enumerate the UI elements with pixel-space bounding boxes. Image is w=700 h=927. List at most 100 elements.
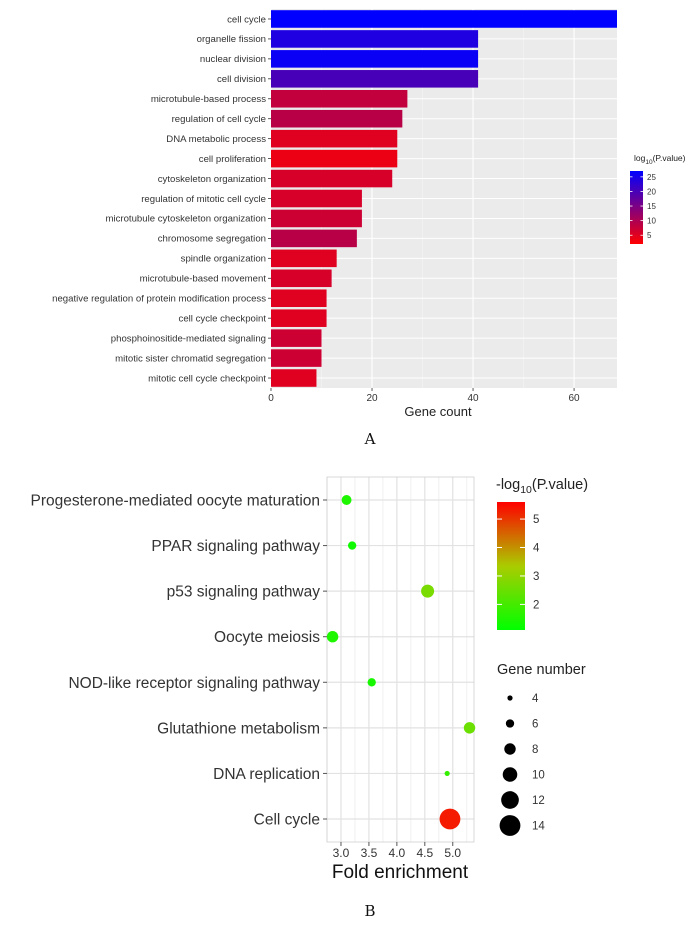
y-tick-label: microtubule cytoskeleton organization bbox=[105, 214, 266, 225]
x-tick-label: 60 bbox=[569, 393, 581, 404]
legend-title: log10(P.value) bbox=[634, 153, 686, 166]
y-tick-label: Glutathione metabolism bbox=[157, 720, 320, 737]
y-tick-label: DNA replication bbox=[213, 766, 320, 783]
bar bbox=[271, 269, 332, 288]
y-tick-label: spindle organization bbox=[181, 254, 266, 265]
bar bbox=[271, 369, 317, 387]
x-tick-label: 20 bbox=[366, 393, 378, 404]
size-legend-point bbox=[505, 719, 515, 728]
bar bbox=[271, 89, 408, 108]
x-tick-label: 4.0 bbox=[389, 846, 406, 860]
x-axis-title: Fold enrichment bbox=[332, 862, 469, 883]
size-legend-label: 8 bbox=[532, 744, 538, 756]
legend-title-prefix: -log bbox=[496, 477, 520, 493]
legend-title-sub: 10 bbox=[520, 484, 532, 496]
legend-title-sub: 10 bbox=[645, 159, 653, 166]
legend-tick-label: 5 bbox=[533, 514, 539, 526]
x-tick-label: 4.5 bbox=[416, 846, 433, 860]
bar bbox=[271, 349, 322, 367]
y-tick-label: Cell cycle bbox=[254, 812, 320, 829]
x-tick-label: 40 bbox=[467, 393, 479, 404]
y-tick-label: PPAR signaling pathway bbox=[151, 538, 320, 555]
point bbox=[367, 678, 376, 687]
bar bbox=[271, 70, 479, 88]
y-tick-label: cell division bbox=[217, 74, 266, 85]
bar bbox=[271, 249, 337, 268]
size-legend-point bbox=[507, 695, 513, 701]
size-legend-label: 4 bbox=[532, 693, 539, 705]
y-tick-label: nuclear division bbox=[200, 54, 266, 65]
y-tick-label: cytoskeleton organization bbox=[158, 174, 266, 185]
y-tick-label: negative regulation of protein modificat… bbox=[52, 294, 266, 305]
size-legend-b: Gene number 4 6 8 10 12 14 bbox=[497, 662, 586, 836]
panel-label-b: B bbox=[364, 902, 375, 920]
point bbox=[341, 495, 352, 505]
y-tick-label: chromosome segregation bbox=[158, 234, 266, 245]
size-legend-label: 6 bbox=[532, 719, 538, 731]
legend-colorbar bbox=[630, 171, 643, 244]
legend-title-prefix: log bbox=[634, 153, 646, 163]
legend-title-suffix: (P.value) bbox=[532, 477, 588, 493]
y-tick-label: cell cycle bbox=[227, 14, 266, 25]
y-tick-label: regulation of cell cycle bbox=[172, 114, 266, 125]
y-tick-label: Oocyte meiosis bbox=[214, 629, 320, 646]
y-tick-label: organelle fission bbox=[197, 34, 266, 45]
size-legend-label: 14 bbox=[532, 821, 545, 833]
legend-tick-label: 3 bbox=[533, 571, 539, 583]
point bbox=[347, 541, 357, 550]
size-legend-point bbox=[501, 791, 519, 809]
y-tick-label: cell proliferation bbox=[199, 154, 266, 165]
point bbox=[463, 722, 476, 734]
bar bbox=[271, 189, 362, 208]
point bbox=[439, 808, 461, 830]
size-legend-label: 10 bbox=[532, 770, 545, 782]
y-tick-label: mitotic sister chromatid segregation bbox=[115, 353, 266, 364]
y-tick-label: DNA metabolic process bbox=[166, 134, 266, 145]
bar bbox=[271, 309, 327, 327]
size-legend-title: Gene number bbox=[497, 662, 586, 678]
legend-tick-label: 15 bbox=[647, 202, 656, 211]
legend-tick-label: 10 bbox=[647, 217, 656, 226]
legend-tick-label: 4 bbox=[533, 543, 540, 555]
y-tick-label: regulation of mitotic cell cycle bbox=[141, 194, 266, 205]
legend-title: -log10(P.value) bbox=[496, 477, 588, 496]
legend-title-suffix: (P.value) bbox=[653, 153, 686, 163]
legend-colorbar bbox=[497, 502, 525, 630]
bar bbox=[271, 229, 357, 248]
bar bbox=[271, 50, 479, 68]
point bbox=[421, 584, 435, 598]
size-legend-point bbox=[502, 767, 518, 782]
bar bbox=[271, 109, 403, 128]
color-legend-b: -log10(P.value) 5 4 3 2 bbox=[496, 477, 588, 630]
bar bbox=[271, 169, 393, 188]
y-tick-label: p53 signaling pathway bbox=[167, 584, 321, 601]
size-legend-label: 12 bbox=[532, 795, 545, 807]
bar bbox=[271, 129, 398, 148]
bar bbox=[271, 209, 362, 228]
panel-label-a: A bbox=[364, 430, 376, 448]
x-tick-label: 0 bbox=[268, 393, 274, 404]
plot-border-b bbox=[326, 476, 475, 843]
size-legend-point bbox=[504, 743, 516, 755]
point bbox=[444, 770, 450, 777]
y-tick-label: microtubule-based movement bbox=[140, 274, 267, 285]
bar bbox=[271, 289, 327, 308]
dot-plot-b: Progesterone-mediated oocyte maturation P… bbox=[31, 476, 476, 883]
legend-tick-label: 20 bbox=[647, 187, 656, 196]
size-legend-point bbox=[499, 815, 521, 836]
legend-tick-label: 5 bbox=[647, 231, 652, 240]
y-tick-label: cell cycle checkpoint bbox=[179, 313, 267, 324]
point bbox=[326, 630, 339, 643]
y-tick-label: phosphoinositide-mediated signaling bbox=[111, 333, 266, 344]
bar-chart-a: cell cycle organelle fission nuclear divis… bbox=[52, 9, 617, 419]
y-tick-label: microtubule-based process bbox=[151, 94, 266, 105]
bar bbox=[271, 30, 479, 48]
bar bbox=[271, 10, 617, 28]
legend-tick-label: 25 bbox=[647, 173, 656, 182]
x-axis-title: Gene count bbox=[404, 404, 472, 419]
y-tick-label: Progesterone-mediated oocyte maturation bbox=[31, 493, 321, 510]
x-tick-label: 3.0 bbox=[333, 846, 350, 860]
x-tick-label: 3.5 bbox=[361, 846, 378, 860]
